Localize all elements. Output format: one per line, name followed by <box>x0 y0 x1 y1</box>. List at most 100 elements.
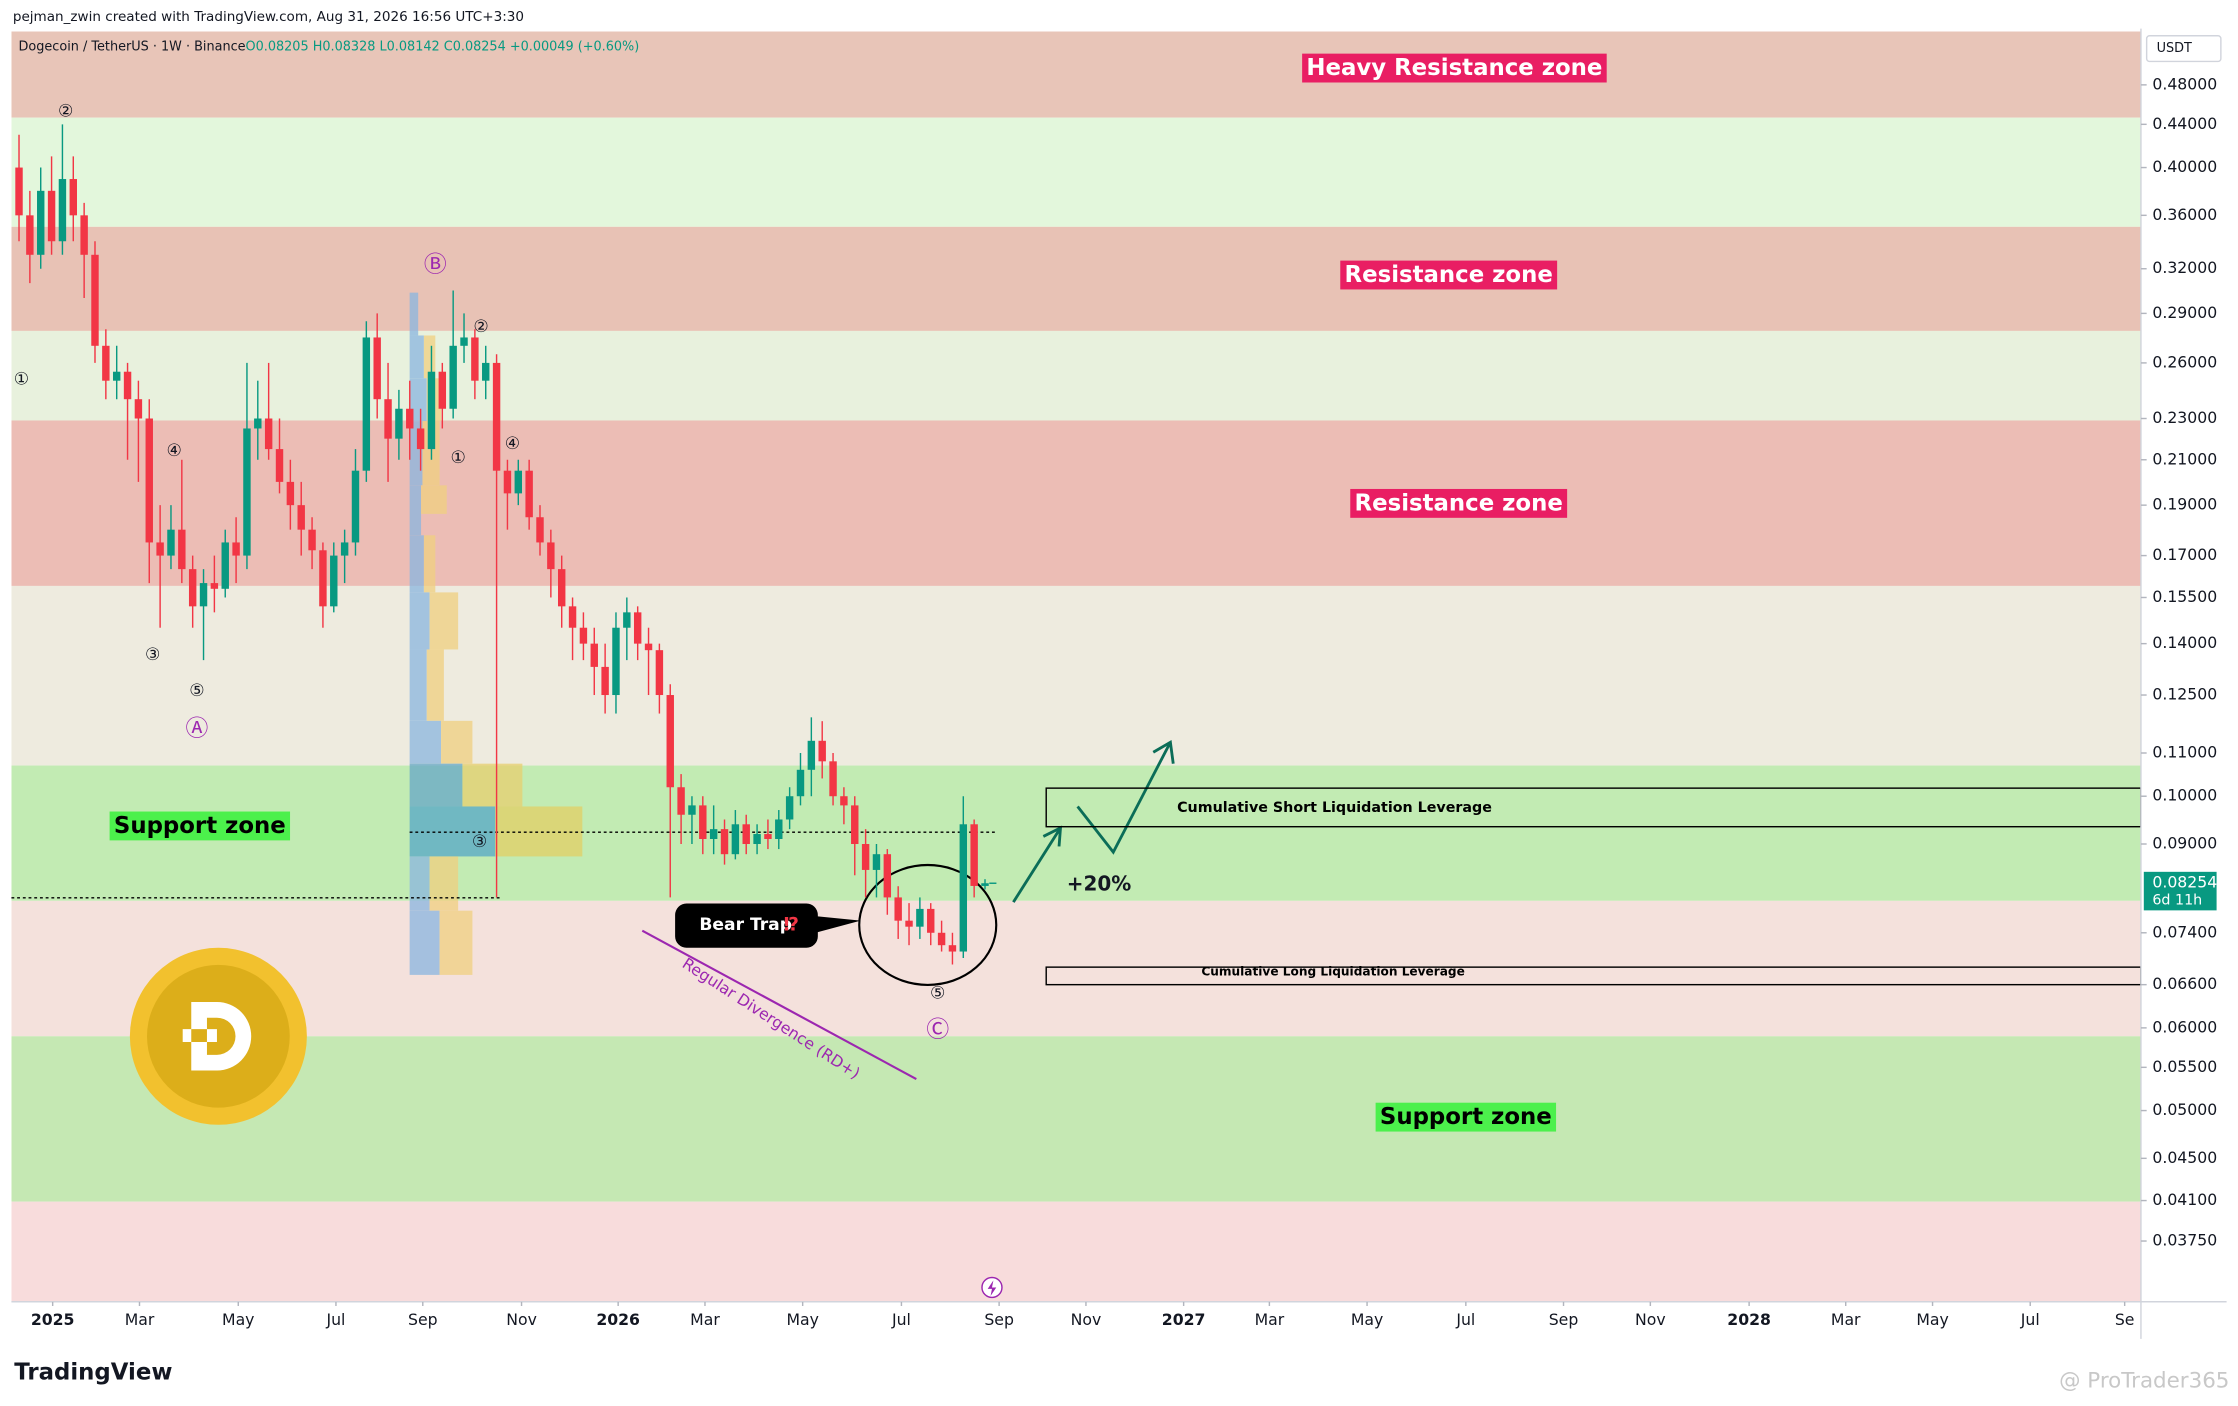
y-tick-label: 0.29000 <box>2152 303 2217 322</box>
candle-body <box>178 529 186 570</box>
candle-body <box>384 399 392 439</box>
zone <box>11 1201 2141 1302</box>
candle-body <box>243 428 251 556</box>
candle-body <box>883 854 892 898</box>
zone <box>11 31 2141 118</box>
labels: Heavy Resistance zone Resistance zone Resi… <box>14 53 1607 1132</box>
doge-symbol <box>182 1002 252 1071</box>
candle-body <box>568 606 577 628</box>
wave-label: ① <box>450 448 465 468</box>
candle-body <box>623 612 631 628</box>
x-axis: 2025 Mar May Jul Sep Nov 2026 Mar May Jul Sep Nov 20… <box>31 1301 2134 1329</box>
doge-logo-inner <box>147 964 290 1108</box>
candle-body <box>655 650 664 696</box>
branding: TradingView <box>14 1360 172 1386</box>
target-label: +20% <box>1067 871 1132 895</box>
candle-body <box>818 740 826 762</box>
x-tick-label: Sep <box>984 1310 1014 1329</box>
candle-body <box>221 542 229 589</box>
currency: USDT <box>2157 41 2192 56</box>
candle-body <box>601 666 609 696</box>
candle-body <box>959 824 968 952</box>
bear-trap-circle <box>858 863 998 986</box>
candle-body <box>970 824 978 886</box>
x-tick-label: Jul <box>1455 1310 1475 1329</box>
zones <box>11 31 2141 1302</box>
candle-body <box>167 529 175 556</box>
candle-body <box>861 844 870 870</box>
watermark: @ ProTrader365 <box>2059 1369 2229 1394</box>
zone-label-bg <box>1302 53 1607 83</box>
x-tick-label: Mar <box>690 1310 720 1329</box>
candle-body <box>362 337 371 471</box>
candle-body <box>26 215 34 255</box>
x-tick-label: Sep <box>1549 1310 1579 1329</box>
candle-body <box>742 824 750 845</box>
x-tick-label: 2027 <box>1162 1310 1206 1329</box>
y-tick-label: 0.04500 <box>2152 1148 2217 1167</box>
y-tick-label: 0.32000 <box>2152 258 2217 277</box>
y-tick-label: 0.09000 <box>2152 834 2217 853</box>
candle-body <box>482 362 490 381</box>
x-tick-label: 2026 <box>596 1310 640 1329</box>
candle-body <box>286 481 295 506</box>
x-tick-label: Jul <box>891 1310 911 1329</box>
y-tick-label: 0.14000 <box>2152 633 2217 652</box>
wave-label: ② <box>58 101 73 121</box>
candle-body <box>851 805 859 845</box>
candle-body <box>709 829 718 839</box>
y-tick-label: 0.40000 <box>2152 157 2217 176</box>
x-tick-label: May <box>1351 1310 1383 1329</box>
y-tick-label: 0.26000 <box>2152 352 2217 371</box>
candle-body <box>427 371 436 450</box>
candle-body <box>340 542 349 556</box>
candle-body <box>905 920 913 927</box>
wave-label: ① <box>14 370 29 390</box>
y-tick-label: 0.21000 <box>2152 449 2217 468</box>
y-tick-label: 0.05500 <box>2152 1057 2217 1076</box>
candle-body <box>612 627 620 696</box>
candle-body <box>351 470 360 543</box>
bear-trap-mark: ⁉ <box>784 914 799 935</box>
bear-trap-label: Bear Trap <box>699 915 792 935</box>
candle-body <box>796 769 805 797</box>
x-tick-label: 2025 <box>31 1310 75 1329</box>
y-tick-label: 0.12500 <box>2152 685 2217 704</box>
y-tick-label: 0.23000 <box>2152 408 2217 427</box>
wave-label: ④ <box>166 441 181 461</box>
decor <box>11 292 1175 1299</box>
candle-body <box>471 337 479 381</box>
candle-body <box>688 805 696 815</box>
zone-label: Resistance zone <box>1345 262 1553 288</box>
zone-label-bg <box>1340 260 1558 290</box>
candle-body <box>199 583 208 607</box>
zone <box>11 117 2141 227</box>
candle-body <box>785 796 794 820</box>
candle-body <box>677 787 685 815</box>
candle-body <box>731 824 740 855</box>
zone-label: Heavy Resistance zone <box>1306 55 1602 81</box>
wave-label: ⑤ <box>189 681 204 701</box>
candle-body <box>525 470 533 518</box>
currency-box[interactable] <box>2145 35 2222 63</box>
zone-label: Resistance zone <box>1355 490 1563 516</box>
candle-body <box>15 167 23 216</box>
x-tick-label: Mar <box>125 1310 155 1329</box>
candle-body <box>894 897 902 921</box>
candle-body <box>416 428 425 450</box>
zone <box>11 330 2141 421</box>
x-tick-label: Nov <box>1071 1310 1102 1329</box>
wave-label: Ⓒ <box>926 1017 949 1043</box>
x-tick-label: Nov <box>1635 1310 1666 1329</box>
candle-body <box>264 418 273 450</box>
candle-body <box>330 555 338 607</box>
candle-body <box>720 829 729 855</box>
candle-body <box>47 190 56 242</box>
candles <box>15 124 997 965</box>
candle-body <box>449 345 457 409</box>
candle-body <box>319 550 327 607</box>
x-tick-label: Sep <box>408 1310 438 1329</box>
candle-body <box>753 834 761 845</box>
liquidation-label: Cumulative Short Liquidation Leverage <box>1177 800 1492 816</box>
candle-body <box>633 612 642 644</box>
